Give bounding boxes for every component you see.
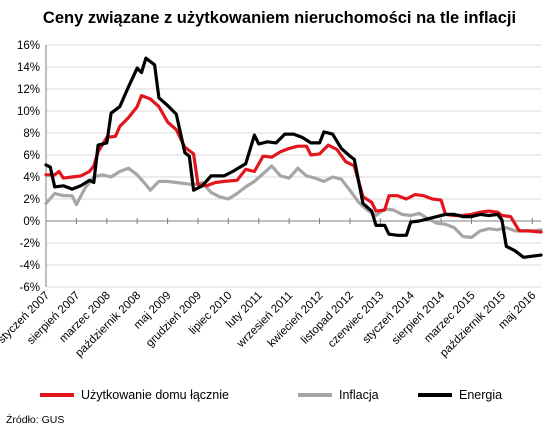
- legend-swatch-inflacja: [298, 393, 332, 397]
- series-line-2: [44, 56, 543, 259]
- legend: Użytkowanie domu łącznie Inflacja Energi…: [40, 388, 540, 408]
- source-note: Źródło: GUS: [6, 414, 65, 426]
- axes: [45, 45, 541, 287]
- y-tick-label: 6%: [23, 150, 40, 162]
- y-tick-label: 2%: [23, 194, 40, 206]
- y-tick-label: 16%: [17, 40, 40, 52]
- chart-title: Ceny związane z użytkowaniem nieruchomoś…: [42, 9, 517, 27]
- legend-label-inflacja: Inflacja: [339, 388, 379, 402]
- y-tick-label: 12%: [17, 84, 40, 96]
- y-tick-label: 0%: [23, 216, 40, 228]
- x-tick-label: sierpień 2014: [390, 289, 448, 347]
- y-tick-label: 14%: [17, 62, 40, 74]
- y-tick-label: 10%: [17, 106, 40, 118]
- legend-label-uzytkowanie: Użytkowanie domu łącznie: [81, 388, 229, 402]
- y-tick-label: -6%: [20, 282, 40, 294]
- legend-swatch-uzytkowanie: [40, 393, 74, 397]
- y-tick-labels: -6% -4% -2% 0% 2% 4% 6% 8% 10% 12% 14% 16%: [17, 40, 40, 294]
- legend-swatch-energia: [418, 393, 452, 397]
- y-tick-label: -4%: [20, 260, 40, 272]
- legend-item-energia: Energia: [418, 388, 502, 402]
- series-lines: [44, 56, 543, 259]
- y-tick-label: 8%: [23, 128, 40, 140]
- gridlines: [46, 44, 541, 288]
- legend-item-uzytkowanie: Użytkowanie domu łącznie: [40, 388, 229, 402]
- legend-label-energia: Energia: [459, 388, 503, 402]
- legend-item-inflacja: Inflacja: [298, 388, 379, 402]
- series-line-0: [44, 94, 543, 234]
- series-line-1: [44, 164, 543, 240]
- y-tick-label: -2%: [20, 238, 40, 250]
- y-tick-label: 4%: [23, 172, 40, 184]
